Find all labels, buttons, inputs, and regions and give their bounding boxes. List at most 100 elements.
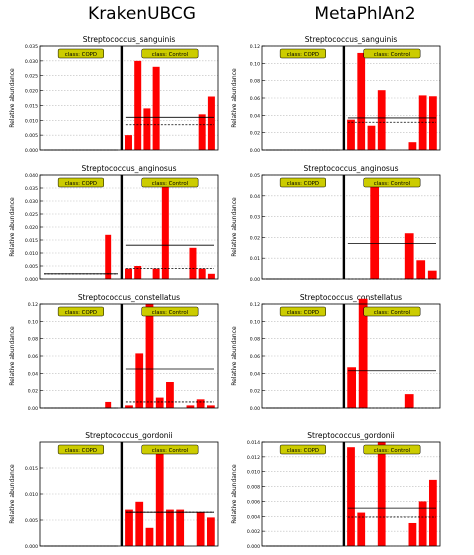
y-tick-label: 0.08 <box>250 337 260 343</box>
y-tick-label: 0.10 <box>250 61 260 67</box>
y-tick-label: 0.005 <box>25 264 38 270</box>
y-tick-label: 0.000 <box>25 544 38 550</box>
y-tick-label: 0.02 <box>28 389 38 395</box>
copd-label-text: class: COPD <box>287 52 319 58</box>
y-tick-label: 0.035 <box>25 186 38 192</box>
copd-label-text: class: COPD <box>287 448 319 454</box>
control-label-text: class: Control <box>152 310 188 316</box>
control-bar <box>206 405 215 408</box>
control-bar <box>198 268 206 279</box>
control-bar <box>404 394 414 408</box>
control-bar <box>198 114 206 150</box>
plot-frame <box>261 303 441 409</box>
y-tick-label: 0.015 <box>25 466 38 472</box>
chart-title: Streptococcus_gordonii <box>307 431 394 440</box>
y-axis-label: Relative abundance <box>9 464 16 524</box>
control-bar <box>176 509 185 546</box>
y-tick-label: 0.06 <box>28 354 38 360</box>
control-bar <box>161 180 169 279</box>
chart-title: Streptococcus_constellatus <box>78 293 180 302</box>
copd-label-box <box>57 444 104 455</box>
y-tick-label: 0.020 <box>25 225 38 231</box>
control-bar <box>125 509 133 546</box>
y-tick-label: 0.005 <box>25 133 38 139</box>
chart-title: Streptococcus_gordonii <box>85 431 172 440</box>
y-tick-label: 0.02 <box>250 389 260 395</box>
control-label-box <box>141 444 199 455</box>
y-tick-label: 0.020 <box>25 89 38 95</box>
control-label-box <box>363 444 421 455</box>
y-axis-label: Relative abundance <box>231 197 238 257</box>
plot-frame <box>261 174 441 280</box>
y-tick-label: 0.030 <box>25 59 38 65</box>
y-axis-label: Relative abundance <box>9 68 16 128</box>
control-bar <box>135 501 144 546</box>
chart-title: Streptococcus_anginosus <box>82 164 177 173</box>
control-label-text: class: Control <box>152 448 188 454</box>
control-label-text: class: Control <box>374 52 410 58</box>
y-tick-label: 0.004 <box>247 514 260 520</box>
control-label-text: class: Control <box>152 52 188 58</box>
control-label-box <box>141 177 199 188</box>
y-tick-label: 0.010 <box>25 118 38 124</box>
control-bar <box>416 260 426 279</box>
y-axis-label: Relative abundance <box>231 68 238 128</box>
y-tick-label: 0.10 <box>28 319 38 325</box>
y-tick-label: 0.010 <box>25 492 38 498</box>
y-tick-label: 0.035 <box>25 44 38 50</box>
control-bar <box>408 522 417 546</box>
control-bar <box>358 298 368 408</box>
chart-title: Streptococcus_sanguinis <box>305 35 398 44</box>
control-bar <box>155 397 164 408</box>
control-bar <box>143 108 151 150</box>
control-bar <box>134 60 142 150</box>
y-tick-label: 0.06 <box>250 96 260 102</box>
y-tick-label: 0.00 <box>250 277 260 283</box>
y-tick-label: 0.02 <box>250 235 260 241</box>
y-tick-label: 0.015 <box>25 238 38 244</box>
y-axis-label: Relative abundance <box>231 326 238 386</box>
control-bar <box>145 304 154 408</box>
control-bar <box>135 353 144 408</box>
y-tick-label: 0.002 <box>247 529 260 535</box>
control-bar <box>370 181 380 279</box>
plot-frame <box>39 45 219 151</box>
y-tick-label: 0.015 <box>25 103 38 109</box>
copd-label-text: class: COPD <box>287 310 319 316</box>
y-tick-label: 0.04 <box>250 113 260 119</box>
copd-label-box <box>57 306 104 317</box>
control-bar <box>367 125 376 150</box>
control-bar <box>347 447 355 546</box>
plot-frame <box>39 174 219 280</box>
control-bar <box>377 90 386 150</box>
control-bar <box>377 442 386 546</box>
copd-label-box <box>279 48 326 59</box>
y-tick-label: 0.04 <box>28 371 38 377</box>
y-tick-label: 0.08 <box>250 79 260 85</box>
control-bar <box>206 517 215 546</box>
control-bar <box>427 270 437 279</box>
control-bar <box>207 273 215 279</box>
control-bar <box>155 447 164 546</box>
control-label-text: class: Control <box>152 181 188 187</box>
y-axis-label: Relative abundance <box>9 197 16 257</box>
control-bar <box>428 479 437 546</box>
control-bar <box>166 509 174 546</box>
copd-label-text: class: COPD <box>287 181 319 187</box>
y-tick-label: 0.010 <box>247 470 260 476</box>
control-bar <box>145 527 154 546</box>
y-tick-label: 0.12 <box>28 302 38 308</box>
control-bar <box>124 135 132 150</box>
control-bar <box>357 52 366 150</box>
copd-label-text: class: COPD <box>65 310 97 316</box>
y-tick-label: 0.012 <box>247 455 260 461</box>
copd-label-box <box>57 177 104 188</box>
y-tick-label: 0.05 <box>250 173 260 179</box>
plot-frame <box>39 303 219 409</box>
y-tick-label: 0.000 <box>247 544 260 550</box>
plot-frame <box>261 45 441 151</box>
y-tick-label: 0.000 <box>25 148 38 154</box>
y-tick-label: 0.01 <box>250 256 260 262</box>
copd-label-text: class: COPD <box>65 52 97 58</box>
control-bar <box>124 268 132 279</box>
